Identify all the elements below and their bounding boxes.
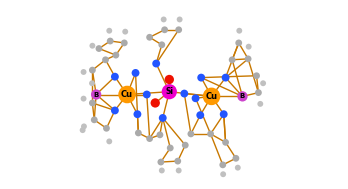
Text: Cu: Cu: [121, 90, 133, 99]
Point: [159, 169, 165, 172]
Point: [112, 109, 118, 112]
Point: [220, 173, 226, 176]
Point: [161, 18, 166, 21]
Point: [235, 166, 240, 169]
Point: [92, 118, 97, 121]
Point: [167, 90, 172, 93]
Point: [223, 141, 228, 144]
Text: B: B: [240, 93, 245, 99]
Point: [256, 91, 261, 94]
Point: [106, 29, 112, 32]
Point: [96, 47, 102, 50]
Point: [144, 93, 150, 96]
Point: [93, 93, 99, 96]
Point: [193, 97, 198, 100]
Point: [153, 62, 159, 65]
Point: [175, 160, 181, 163]
Text: B: B: [94, 91, 99, 98]
Point: [236, 41, 242, 44]
Point: [182, 144, 188, 147]
Point: [198, 76, 204, 79]
Point: [147, 36, 152, 39]
Point: [89, 82, 95, 85]
Point: [103, 58, 108, 61]
Point: [209, 95, 214, 98]
Point: [113, 54, 119, 57]
Point: [159, 43, 165, 46]
Text: Cu: Cu: [205, 92, 218, 101]
Point: [160, 116, 166, 119]
Point: [260, 82, 266, 85]
Point: [121, 41, 127, 44]
Point: [89, 69, 95, 72]
Point: [167, 78, 172, 81]
Point: [258, 102, 263, 105]
Point: [245, 57, 251, 60]
Point: [176, 28, 181, 31]
Point: [122, 30, 128, 33]
Point: [162, 28, 167, 31]
Point: [106, 140, 112, 143]
Point: [182, 92, 187, 95]
Point: [89, 44, 95, 47]
Point: [229, 58, 235, 61]
Point: [220, 163, 226, 166]
Point: [240, 95, 245, 98]
Point: [112, 75, 118, 78]
Point: [208, 132, 213, 135]
Point: [89, 101, 95, 105]
Point: [223, 76, 228, 79]
Point: [167, 146, 173, 149]
Point: [81, 97, 86, 100]
Point: [136, 131, 141, 134]
Point: [135, 113, 140, 116]
Text: Si: Si: [165, 87, 173, 96]
Point: [104, 127, 109, 130]
Point: [80, 129, 85, 132]
Point: [108, 40, 113, 43]
Point: [188, 132, 194, 135]
Point: [246, 45, 252, 48]
Point: [176, 169, 181, 172]
Point: [237, 29, 242, 32]
Point: [147, 137, 152, 140]
Point: [81, 70, 86, 74]
Point: [177, 18, 182, 21]
Point: [124, 93, 130, 96]
Point: [233, 157, 239, 160]
Point: [254, 74, 259, 77]
Point: [152, 101, 158, 105]
Point: [221, 113, 227, 116]
Point: [157, 133, 163, 136]
Point: [197, 114, 203, 117]
Point: [133, 71, 138, 74]
Point: [81, 125, 87, 128]
Point: [158, 160, 164, 163]
